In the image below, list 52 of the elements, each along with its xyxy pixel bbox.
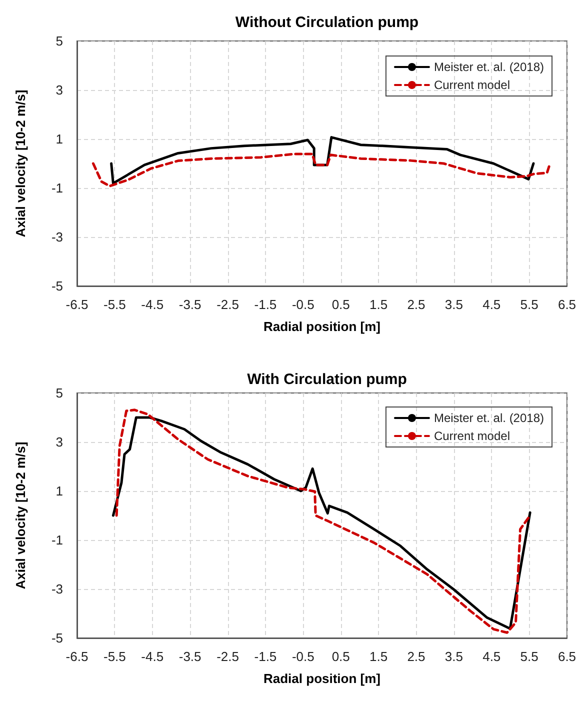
x-tick-label: 5.5 xyxy=(520,297,538,312)
x-tick-label: -4.5 xyxy=(141,297,164,312)
y-tick-label: 5 xyxy=(56,34,63,48)
y-tick-label: -3 xyxy=(51,582,63,596)
x-tick-label: -6.5 xyxy=(66,297,88,312)
x-tick-label: 4.5 xyxy=(482,297,501,312)
x-tick-label: 6.5 xyxy=(558,297,576,312)
y-tick-label: -5 xyxy=(51,278,63,294)
x-tick-label: 0.5 xyxy=(332,649,350,664)
x-tick-label: -3.5 xyxy=(178,649,202,664)
y-tick-label: -3 xyxy=(51,230,63,244)
x-tick-label: 6.5 xyxy=(558,649,576,664)
chart-title: Without Circulation pump xyxy=(235,14,419,31)
y-axis-title: Axial velocity [10-2 m/s] xyxy=(13,90,28,238)
x-tick-label: 4.5 xyxy=(482,649,501,664)
x-tick-label: 2.5 xyxy=(407,297,426,312)
x-tick-label: -6.5 xyxy=(66,649,88,664)
y-tick-label: 5 xyxy=(56,386,63,400)
y-tick-label: 3 xyxy=(56,82,63,98)
x-tick-label: -2.5 xyxy=(216,297,239,312)
y-tick-label: -1 xyxy=(51,180,63,196)
x-tick-label: -5.5 xyxy=(103,297,126,312)
x-tick-label: -0.5 xyxy=(292,297,314,312)
x-axis-title: Radial position [m] xyxy=(264,671,380,686)
legend-label: Current model xyxy=(434,78,510,92)
x-tick-label: -0.5 xyxy=(292,649,314,664)
x-tick-label: 1.5 xyxy=(370,649,388,664)
y-tick-label: -5 xyxy=(51,630,63,646)
x-tick-label: 3.5 xyxy=(444,297,463,312)
x-axis-title: Radial position [m] xyxy=(264,319,380,334)
y-tick-label: 1 xyxy=(56,484,63,498)
legend-label: Meister et. al. (2018) xyxy=(434,60,544,74)
x-tick-label: -5.5 xyxy=(103,649,126,664)
x-tick-label: 2.5 xyxy=(407,649,426,664)
x-tick-label: -2.5 xyxy=(216,649,239,664)
line-series xyxy=(92,152,552,188)
x-tick-label: 5.5 xyxy=(520,649,538,664)
x-tick-label: -4.5 xyxy=(141,649,164,664)
x-tick-label: 1.5 xyxy=(370,297,388,312)
y-tick-label: 3 xyxy=(56,434,63,450)
legend-label: Meister et. al. (2018) xyxy=(434,411,544,425)
y-tick-label: 1 xyxy=(56,132,63,146)
y-tick-label: -1 xyxy=(51,532,63,548)
legend-label: Current model xyxy=(434,429,510,443)
chart-title: With Circulation pump xyxy=(247,371,407,388)
line-series xyxy=(110,136,535,185)
y-axis-title: Axial velocity [10-2 m/s] xyxy=(13,442,28,590)
x-tick-label: -3.5 xyxy=(178,297,202,312)
x-tick-label: -1.5 xyxy=(254,297,277,312)
x-tick-label: 3.5 xyxy=(444,649,463,664)
x-tick-label: -1.5 xyxy=(254,649,277,664)
x-tick-label: 0.5 xyxy=(332,297,350,312)
